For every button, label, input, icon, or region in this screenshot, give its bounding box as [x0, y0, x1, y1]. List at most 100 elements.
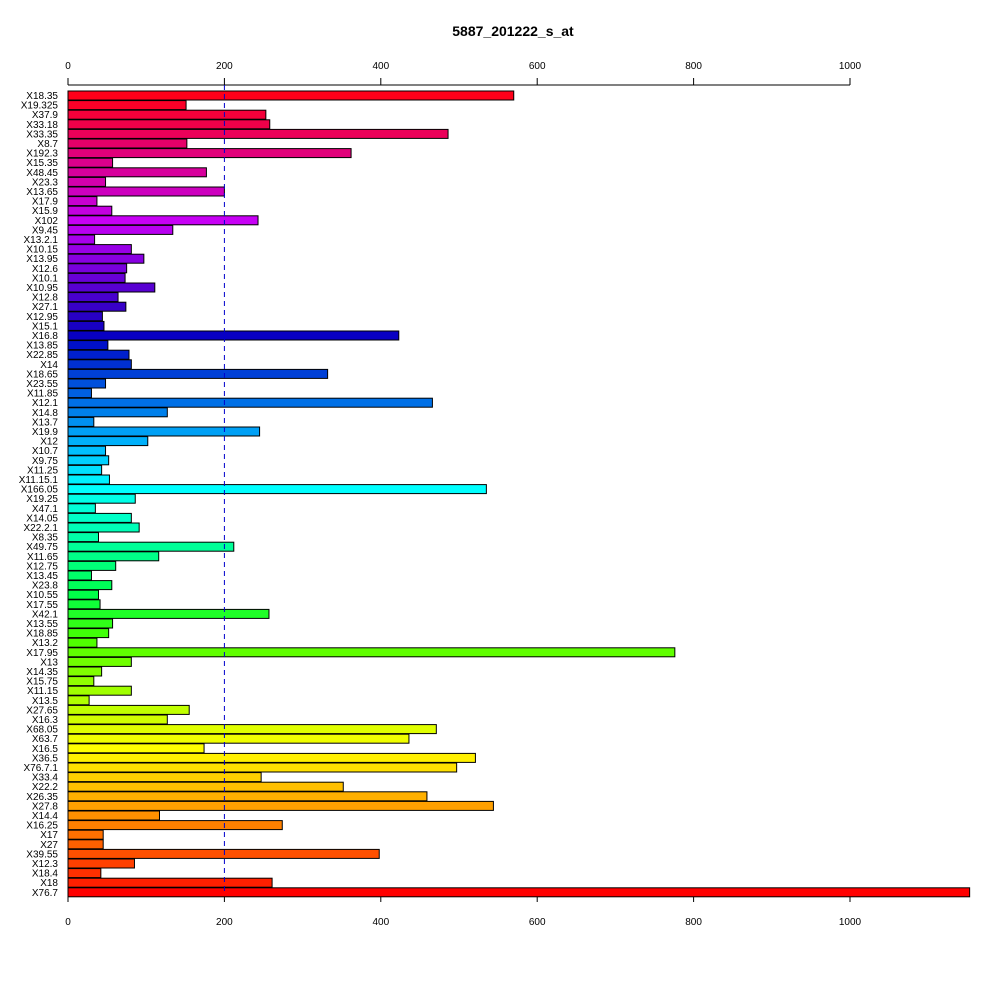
category-label: X8.7 — [37, 139, 58, 150]
category-label: X22.2.1 — [24, 523, 59, 534]
category-label: X27.1 — [32, 302, 59, 313]
category-label: X10.55 — [26, 590, 58, 601]
bar — [67, 263, 128, 274]
bar — [67, 829, 104, 840]
bar — [67, 330, 400, 341]
bar — [67, 647, 676, 658]
category-label: X15.1 — [32, 321, 59, 332]
bar — [67, 848, 380, 859]
bar — [67, 109, 267, 120]
category-label: X19.325 — [21, 101, 59, 112]
bar — [67, 839, 104, 850]
bar — [67, 877, 273, 888]
bar — [67, 493, 136, 504]
bar — [67, 474, 110, 485]
chart-title: 5887_201222_s_at — [452, 23, 574, 39]
bar — [67, 311, 103, 322]
category-label: X13.95 — [26, 254, 58, 265]
bar — [67, 464, 103, 475]
bar — [67, 234, 96, 245]
bar — [67, 762, 458, 773]
bar — [67, 656, 132, 667]
category-label: X76.7.1 — [24, 763, 59, 774]
category-label: X13 — [40, 657, 58, 668]
bar — [67, 176, 107, 187]
category-label: X16.25 — [26, 821, 58, 832]
top-tick-label: 800 — [685, 61, 702, 72]
bar — [67, 416, 95, 427]
top-tick-label: 400 — [372, 61, 389, 72]
bar — [67, 800, 494, 811]
bar — [67, 244, 132, 255]
category-label: X8.35 — [32, 533, 59, 544]
category-label: X37.9 — [32, 110, 59, 121]
bar — [67, 685, 132, 696]
category-label: X15.9 — [32, 206, 59, 217]
category-label: X14.35 — [26, 667, 58, 678]
category-label: X33.18 — [26, 120, 58, 131]
category-label: X10.1 — [32, 273, 59, 284]
bar — [67, 781, 344, 792]
category-label: X23.8 — [32, 581, 59, 592]
bar — [67, 887, 971, 898]
bar — [67, 733, 410, 744]
bar — [67, 301, 127, 312]
category-label: X13.2.1 — [24, 235, 59, 246]
bar — [67, 215, 259, 226]
bar — [67, 512, 132, 523]
bottom-tick-label: 200 — [216, 917, 233, 928]
bar — [67, 445, 107, 456]
category-label: X17.9 — [32, 197, 59, 208]
category-label: X22.2 — [32, 782, 59, 793]
category-label: X13.5 — [32, 696, 59, 707]
bar — [67, 397, 433, 408]
category-label: X39.55 — [26, 849, 58, 860]
category-label: X102 — [35, 216, 59, 227]
bar — [67, 407, 168, 418]
bar — [67, 100, 187, 111]
category-label: X15.75 — [26, 677, 58, 688]
bottom-tick-label: 1000 — [839, 917, 862, 928]
category-label: X10.95 — [26, 283, 58, 294]
bar — [67, 503, 96, 514]
category-label: X12 — [40, 437, 58, 448]
bar — [67, 388, 92, 399]
bar — [67, 167, 207, 178]
bar — [67, 320, 105, 331]
bar — [67, 426, 261, 437]
category-label: X18 — [40, 878, 58, 889]
bar — [67, 580, 113, 591]
category-label: X14.8 — [32, 408, 59, 419]
bar — [67, 90, 515, 101]
bar — [67, 858, 135, 869]
category-label: X10.7 — [32, 446, 59, 457]
category-label: X19.25 — [26, 494, 58, 505]
bar — [67, 378, 107, 389]
bar — [67, 599, 101, 610]
bar — [67, 349, 130, 360]
category-label: X27 — [40, 840, 58, 851]
category-label: X42.1 — [32, 609, 59, 620]
bar — [67, 224, 174, 235]
bar — [67, 128, 449, 139]
category-label: X166.05 — [21, 485, 59, 496]
category-label: X12.3 — [32, 859, 59, 870]
top-tick-label: 1000 — [839, 61, 862, 72]
bar — [67, 253, 145, 264]
top-tick-label: 0 — [65, 61, 71, 72]
bar — [67, 532, 99, 543]
category-label: X13.45 — [26, 571, 58, 582]
category-label: X19.9 — [32, 427, 59, 438]
category-labels: X18.35X19.325X37.9X33.18X33.35X8.7X192.3… — [19, 91, 59, 899]
bar — [67, 704, 190, 715]
category-label: X17.55 — [26, 600, 58, 611]
bar — [67, 618, 114, 629]
category-label: X48.45 — [26, 168, 58, 179]
bottom-tick-label: 600 — [529, 917, 546, 928]
category-label: X16.8 — [32, 331, 59, 342]
bar — [67, 551, 160, 562]
category-label: X23.3 — [32, 177, 59, 188]
category-label: X12.1 — [32, 398, 59, 409]
bar — [67, 119, 271, 130]
bar — [67, 628, 110, 639]
